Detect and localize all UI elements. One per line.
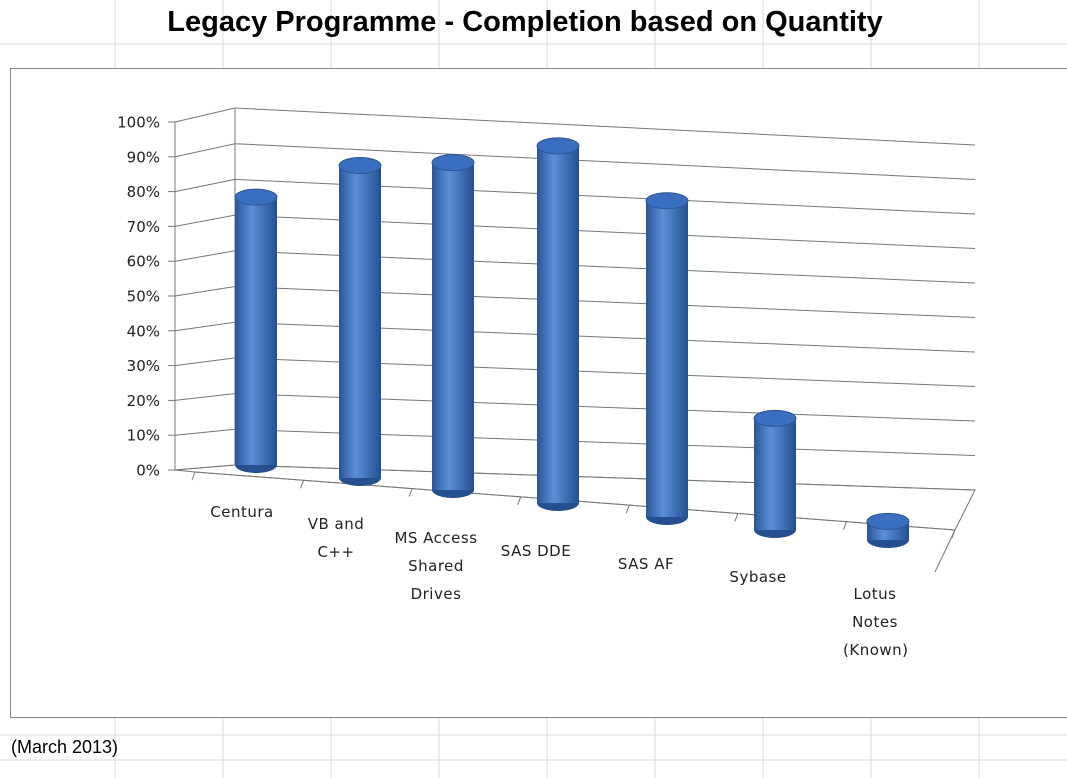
grid-line <box>174 428 236 436</box>
grid-line <box>174 143 236 158</box>
cylinder <box>753 409 797 538</box>
y-tick-label: 70% <box>127 218 160 236</box>
grid-line <box>174 107 236 123</box>
cylinder-top <box>431 154 475 172</box>
y-tick-label: 90% <box>127 148 160 166</box>
y-tick-label: 30% <box>127 357 160 375</box>
footnote: (March 2013) <box>11 737 119 757</box>
bar <box>754 418 796 530</box>
x-tick <box>734 513 739 522</box>
bar <box>235 197 277 465</box>
x-tick-label: Sybase <box>729 568 787 586</box>
y-tick-label: 50% <box>127 288 160 306</box>
y-tick-label: 0% <box>136 462 160 480</box>
floor <box>174 464 976 531</box>
x-tick <box>408 488 413 497</box>
cylinder-top <box>866 512 910 530</box>
y-tick-label: 60% <box>127 253 160 271</box>
y-tick-label: 20% <box>127 392 160 410</box>
floor-right <box>934 529 956 573</box>
x-tick-label: SAS AF <box>617 555 675 573</box>
cylinder-top <box>234 188 278 206</box>
cylinder-top <box>753 409 797 427</box>
x-tick <box>842 521 847 530</box>
x-tick-label: SAS DDE <box>500 542 572 560</box>
y-tick-label: 80% <box>127 183 160 201</box>
cylinder <box>645 192 689 525</box>
x-tick-label: Lotus Notes (Known) <box>843 585 909 659</box>
cylinder <box>234 188 278 473</box>
grid-line <box>174 321 236 332</box>
x-tick <box>951 529 956 539</box>
x-tick <box>191 471 196 481</box>
y-tick-label: 40% <box>127 322 160 340</box>
x-tick-label: MS Access Shared Drives <box>394 529 478 603</box>
x-tick-label: Centura <box>210 503 274 521</box>
cylinder-top <box>338 157 382 175</box>
grid-line <box>174 393 236 401</box>
x-tick <box>625 504 630 514</box>
x-tick <box>300 480 305 489</box>
grid-line <box>234 143 976 180</box>
cylinder <box>866 512 910 548</box>
bar <box>432 162 474 490</box>
cylinder-top <box>645 192 689 210</box>
bar <box>339 165 381 478</box>
x-tick-label: VB and C++ <box>307 515 365 561</box>
cylinder <box>338 157 382 486</box>
y-tick-label: 100% <box>117 114 160 132</box>
grid-line <box>174 357 236 367</box>
bar <box>537 145 579 503</box>
cylinder <box>431 154 475 498</box>
grid-line <box>174 286 236 297</box>
chart-title: Legacy Programme - Completion based on Q… <box>167 6 883 38</box>
x-tick <box>517 496 522 506</box>
grid-line <box>174 178 236 193</box>
bar <box>646 200 688 518</box>
grid-line <box>234 107 976 146</box>
grid-line <box>174 214 236 227</box>
y-tick-label: 10% <box>127 427 160 445</box>
grid-line <box>174 250 236 262</box>
cylinder <box>536 137 580 511</box>
cylinder-top <box>536 137 580 155</box>
